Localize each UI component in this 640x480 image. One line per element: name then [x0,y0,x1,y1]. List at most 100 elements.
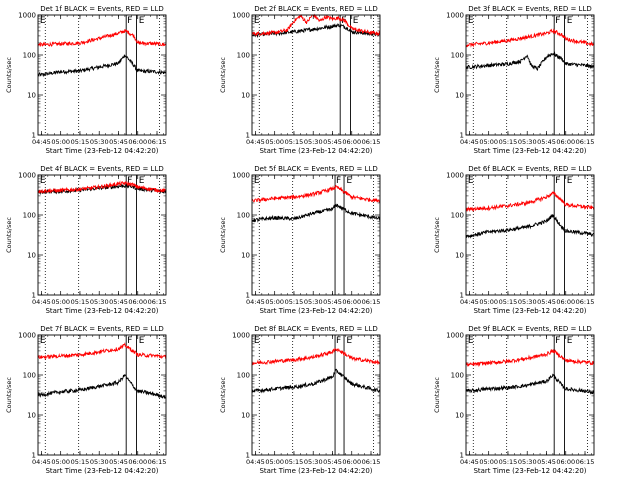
x-tick-label: 05:00 [265,138,284,146]
x-tick-label: 06:00 [128,298,147,306]
x-tick-label: 05:15 [499,138,518,146]
y-axis-label: Counts/sec [433,377,441,413]
x-tick-label: 06:00 [128,458,147,466]
y-axis-label: Counts/sec [5,57,13,93]
y-tick-label: 100 [23,52,36,60]
x-tick-label: 04:45 [246,138,265,146]
x-tick-label: 04:45 [32,298,51,306]
chart-title: Det 7f BLACK = Events, RED = LLD [40,325,163,333]
lld-series-line [37,29,167,47]
y-tick-label: 10 [455,92,464,100]
y-tick-label: 100 [23,212,36,220]
x-axis-label: Start Time (23-Feb-12 04:42:20) [259,147,372,155]
y-tick-label: 1 [32,452,36,460]
x-tick-label: 06:15 [362,458,381,466]
y-tick-label: 1 [246,292,250,300]
x-tick-label: 05:45 [109,458,128,466]
events-series-line [465,373,595,395]
y-tick-label: 1000 [446,332,464,340]
events-series-line [251,203,381,223]
interval-marker-label: E [346,336,352,346]
lld-series-line [251,347,381,366]
x-tick-label: 05:00 [51,458,70,466]
chart-panel: Det 1f BLACK = Events, RED = LLD Counts/s… [5,5,167,155]
chart-title: Det 6f BLACK = Events, RED = LLD [468,165,591,173]
interval-marker-label: F [127,336,132,346]
x-tick-label: 05:00 [479,458,498,466]
interval-marker-label: E [353,16,359,26]
interval-marker-label: E [468,16,474,26]
events-series-line [37,54,167,78]
y-tick-label: 1000 [232,12,250,20]
events-series-line [465,214,594,239]
x-tick-label: 05:45 [323,298,342,306]
x-tick-label: 05:30 [304,458,323,466]
x-tick-label: 06:00 [342,298,361,306]
interval-marker-label: F [336,336,341,346]
x-tick-label: 06:00 [556,298,575,306]
x-tick-label: 05:15 [499,458,518,466]
y-tick-label: 100 [237,212,250,220]
plot-frame [251,174,381,296]
x-tick-label: 05:15 [71,138,90,146]
x-tick-label: 06:15 [576,138,595,146]
chart-panel: Det 5f BLACK = Events, RED = LLD Counts/s… [219,165,381,315]
x-axis-label: Start Time (23-Feb-12 04:42:20) [45,147,158,155]
y-axis-label: Counts/sec [219,377,227,413]
y-tick-label: 1 [460,132,464,140]
x-axis-label: Start Time (23-Feb-12 04:42:20) [259,307,372,315]
x-tick-label: 06:00 [342,138,361,146]
x-tick-label: 05:30 [90,458,109,466]
y-tick-label: 1 [460,452,464,460]
y-tick-label: 1000 [232,172,250,180]
interval-marker-label: E [139,16,145,26]
x-axis-label: Start Time (23-Feb-12 04:42:20) [259,467,372,475]
x-tick-label: 06:15 [576,458,595,466]
lld-series-line [37,180,166,195]
interval-marker-label: E [139,176,145,186]
x-tick-label: 06:00 [128,138,147,146]
chart-title: Det 1f BLACK = Events, RED = LLD [40,5,163,13]
interval-marker-label: E [254,176,260,186]
interval-marker-label: F [555,16,560,26]
x-tick-label: 05:15 [285,458,304,466]
x-tick-label: 05:00 [479,298,498,306]
x-tick-label: 04:45 [32,138,51,146]
x-tick-label: 05:00 [265,298,284,306]
y-tick-label: 100 [451,212,464,220]
x-axis-label: Start Time (23-Feb-12 04:42:20) [473,307,586,315]
y-tick-label: 1 [246,452,250,460]
x-tick-label: 05:45 [537,458,556,466]
y-tick-label: 100 [237,52,250,60]
x-tick-label: 06:15 [576,298,595,306]
x-tick-label: 06:00 [556,138,575,146]
x-tick-label: 06:15 [362,298,381,306]
interval-marker-label: E [139,336,145,346]
interval-marker-label: F [555,176,560,186]
y-axis-label: Counts/sec [219,217,227,253]
y-tick-label: 10 [455,252,464,260]
y-tick-label: 1000 [232,332,250,340]
plot-frame [465,14,595,136]
y-tick-label: 1000 [18,332,36,340]
plot-frame [37,334,167,456]
y-tick-label: 10 [27,252,36,260]
x-tick-label: 05:45 [109,138,128,146]
y-tick-label: 100 [451,52,464,60]
x-tick-label: 05:30 [518,298,537,306]
plot-frame [37,174,167,296]
lld-series-line [251,184,380,203]
events-series-line [465,51,595,71]
x-tick-label: 05:30 [304,138,323,146]
x-tick-label: 05:45 [323,138,342,146]
y-tick-label: 10 [27,92,36,100]
plot-frame [37,14,167,136]
y-axis-label: Counts/sec [433,217,441,253]
events-series-line [37,373,167,399]
plot-frame [251,334,381,456]
interval-marker-label: E [468,336,474,346]
interval-marker-label: E [567,16,573,26]
interval-marker-label: E [567,176,573,186]
interval-marker-label: F [127,16,132,26]
x-tick-label: 04:45 [460,458,479,466]
